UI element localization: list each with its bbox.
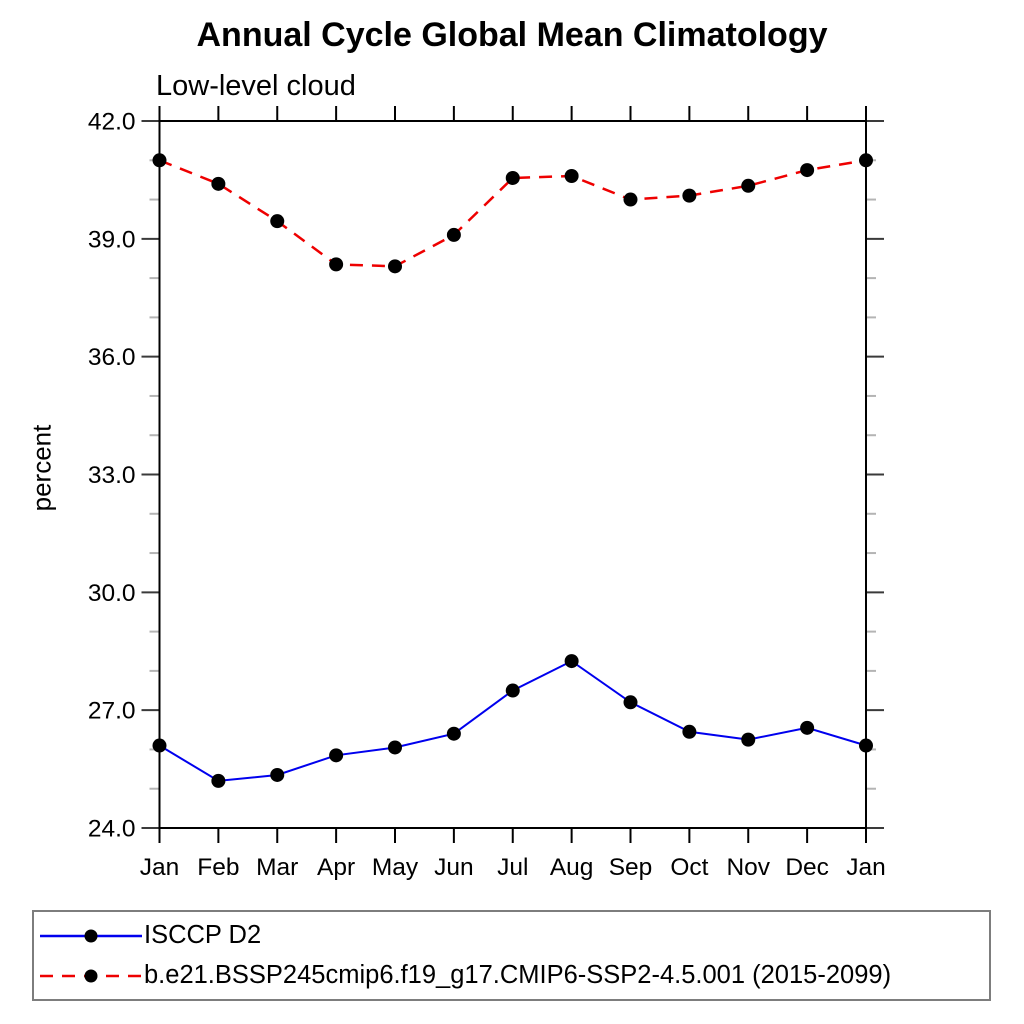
series-marker-0 bbox=[211, 773, 226, 788]
x-tick-label: Nov bbox=[726, 854, 770, 881]
series-marker-1 bbox=[859, 153, 873, 168]
series-marker-0 bbox=[682, 724, 697, 739]
series-marker-1 bbox=[388, 259, 402, 274]
chart-title: Annual Cycle Global Mean Climatology bbox=[196, 16, 828, 54]
legend-sample-line-icon bbox=[40, 969, 142, 982]
x-tick-label: Jan bbox=[846, 854, 886, 881]
chart-subtitle: Low-level cloud bbox=[156, 70, 356, 102]
legend: ISCCP D2 b.e21.BSSP245cmip6.f19_g17.CMIP… bbox=[32, 910, 991, 1001]
series-marker-1 bbox=[446, 227, 461, 242]
y-tick-label: 27.0 bbox=[88, 698, 136, 725]
legend-label: ISCCP D2 bbox=[144, 920, 262, 949]
legend-item: ISCCP D2 bbox=[38, 919, 989, 953]
x-tick-label: Apr bbox=[317, 854, 355, 881]
x-tick-label: Mar bbox=[256, 854, 298, 881]
legend-label: b.e21.BSSP245cmip6.f19_g17.CMIP6-SSP2-4.… bbox=[144, 960, 892, 989]
series-marker-0 bbox=[329, 748, 344, 763]
series-marker-0 bbox=[446, 726, 461, 741]
series-marker-0 bbox=[859, 738, 873, 753]
y-tick-label: 33.0 bbox=[88, 462, 136, 489]
x-tick-label: May bbox=[372, 854, 419, 881]
x-tick-label: Dec bbox=[785, 854, 829, 881]
x-tick-label: Jun bbox=[434, 854, 474, 881]
legend-item: b.e21.BSSP245cmip6.f19_g17.CMIP6-SSP2-4.… bbox=[38, 959, 989, 993]
series-marker-0 bbox=[388, 740, 402, 755]
x-tick-label: Oct bbox=[670, 854, 708, 881]
series-marker-1 bbox=[623, 192, 638, 207]
series-marker-0 bbox=[741, 732, 756, 747]
series-marker-1 bbox=[800, 163, 815, 178]
series-marker-0 bbox=[270, 767, 285, 782]
series-line-0 bbox=[158, 659, 867, 782]
y-tick-label: 42.0 bbox=[88, 109, 136, 136]
x-tick-label: Jul bbox=[497, 854, 528, 881]
series-marker-0 bbox=[152, 738, 167, 753]
x-tick-label: Aug bbox=[550, 854, 594, 881]
plot-frame bbox=[158, 120, 867, 829]
series-marker-1 bbox=[211, 176, 226, 191]
series-marker-1 bbox=[564, 168, 579, 183]
series-marker-0 bbox=[564, 654, 579, 669]
series-marker-1 bbox=[329, 257, 344, 272]
series-marker-1 bbox=[682, 188, 697, 203]
x-tick-label: Jan bbox=[140, 854, 180, 881]
series-marker-1 bbox=[270, 214, 285, 229]
series-marker-0 bbox=[623, 695, 638, 710]
y-tick-label: 39.0 bbox=[88, 226, 136, 253]
x-tick-label: Sep bbox=[609, 854, 653, 881]
x-tick-label: Feb bbox=[197, 854, 239, 881]
series-marker-1 bbox=[741, 178, 756, 193]
series-marker-1 bbox=[152, 153, 167, 168]
series-marker-0 bbox=[800, 720, 815, 735]
series-marker-0 bbox=[505, 683, 520, 698]
y-tick-label: 36.0 bbox=[88, 344, 136, 371]
legend-sample-line-icon bbox=[40, 929, 142, 942]
y-tick-label: 24.0 bbox=[88, 816, 136, 843]
series-marker-1 bbox=[505, 170, 520, 185]
y-tick-label: 30.0 bbox=[88, 580, 136, 607]
